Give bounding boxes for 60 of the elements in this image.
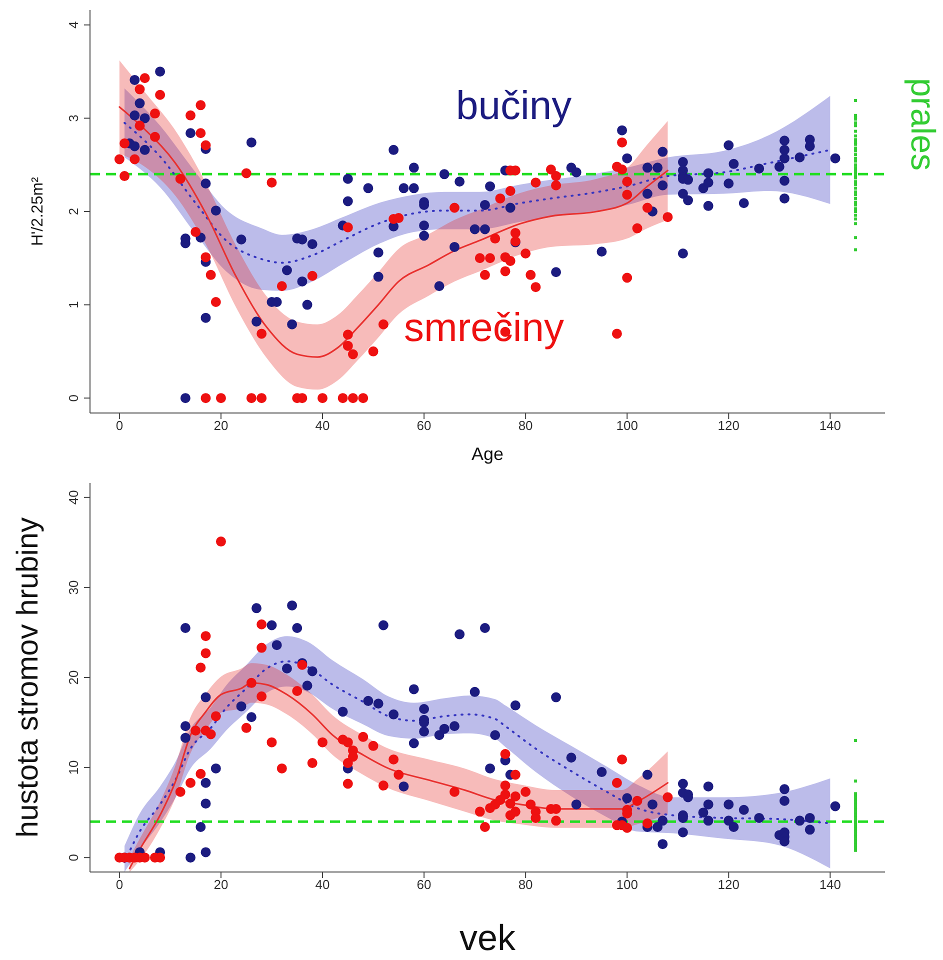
y-axis-title: H'/2.25m² — [30, 176, 46, 246]
point — [854, 124, 858, 128]
point — [854, 134, 858, 138]
x-tick-label: 60 — [416, 418, 432, 434]
point — [854, 160, 858, 163]
point — [854, 210, 858, 213]
x-tick-label: 40 — [315, 877, 330, 892]
x-tick-label: 120 — [718, 418, 740, 434]
x-tick-label: 120 — [718, 877, 740, 892]
x-tick-label: 100 — [616, 877, 638, 892]
point — [854, 780, 858, 783]
y-axis-title: hustota stromov hrubiny — [12, 517, 44, 838]
point — [854, 792, 858, 796]
point — [854, 739, 858, 742]
point — [854, 207, 858, 210]
series-label: smrečiny — [404, 306, 564, 350]
y-tick-label: 3 — [66, 114, 81, 122]
x-tick-label: 20 — [214, 418, 228, 434]
point — [854, 236, 858, 240]
x-tick-label: 140 — [819, 418, 842, 434]
y-tick-label: 40 — [66, 490, 81, 505]
point — [854, 214, 858, 217]
point — [854, 98, 858, 102]
y-tick-label: 30 — [66, 580, 81, 595]
point — [854, 182, 858, 186]
point — [854, 146, 858, 150]
y-tick-label: 0 — [66, 854, 81, 862]
y-tick-label: 20 — [66, 670, 81, 685]
y-tick-label: 2 — [66, 208, 81, 216]
x-tick-label: 80 — [518, 877, 533, 892]
y-tick-label: 4 — [66, 21, 81, 29]
x-axis-title: vek — [459, 917, 517, 958]
point — [854, 138, 858, 142]
y-tick-label: 1 — [66, 301, 81, 308]
x-tick-label: 140 — [819, 877, 842, 892]
y-tick-label: 10 — [66, 760, 81, 775]
point — [854, 217, 858, 220]
point — [854, 130, 858, 133]
point — [854, 222, 858, 226]
y-tick-label: 0 — [66, 394, 81, 402]
point — [854, 149, 858, 152]
x-tick-label: 0 — [116, 877, 124, 892]
point — [854, 848, 858, 852]
point — [854, 203, 858, 206]
point — [854, 193, 858, 196]
text: prales — [903, 78, 942, 171]
point — [854, 153, 858, 156]
point — [854, 196, 858, 200]
point — [854, 200, 858, 204]
point — [854, 180, 858, 184]
point — [854, 248, 858, 252]
x-tick-label: 20 — [214, 877, 228, 892]
x-tick-label: 60 — [416, 877, 432, 892]
series-label: bučiny — [456, 84, 572, 128]
x-tick-label: 0 — [116, 418, 124, 434]
x-tick-label: 40 — [315, 418, 330, 434]
x-axis-title: Age — [471, 444, 504, 464]
x-tick-label: 80 — [518, 418, 533, 434]
x-tick-label: 100 — [616, 418, 638, 434]
point — [854, 186, 858, 190]
